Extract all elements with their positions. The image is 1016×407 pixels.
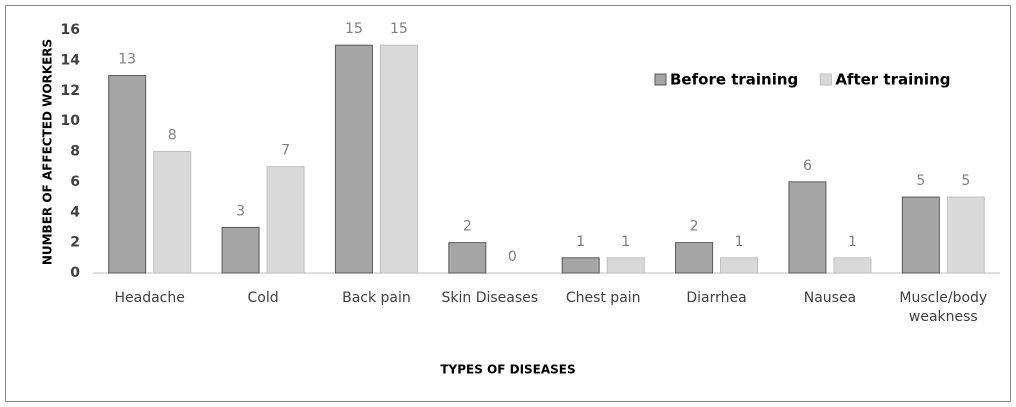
y-tick-label: 12 [61,83,80,99]
bar [108,75,147,274]
x-tick-label: Chest pain [566,290,641,306]
legend-swatch [654,73,667,86]
data-label: 1 [735,234,744,250]
x-tick-line: Muscle/body [899,290,987,306]
legend-label: After training [835,71,950,89]
bar [379,44,418,274]
x-tick-line: weakness [909,309,978,325]
x-tick-label: Headache [115,290,185,306]
data-label: 5 [961,173,970,189]
data-label: 1 [576,234,585,250]
bar [901,196,940,274]
y-tick-label: 8 [70,144,80,160]
x-tick-label: Back pain [342,290,411,306]
data-label: 0 [508,249,517,265]
bar [720,257,759,274]
bar [334,44,373,274]
data-label: 1 [848,234,857,250]
bar [561,257,600,274]
bar [946,196,985,274]
bar [153,151,192,274]
data-label: 15 [390,21,408,37]
bar [606,257,645,274]
x-tick-label: Nausea [804,290,856,306]
bar [448,242,487,274]
y-tick-label: 10 [61,113,81,129]
bar [221,226,260,274]
data-label: 2 [690,219,699,235]
x-tick-label: Muscle/body weakness [899,290,987,325]
x-tick-label: Diarrhea [686,290,746,306]
data-label: 6 [803,158,812,174]
data-label: 13 [118,52,136,68]
bar [788,181,827,274]
data-label: 1 [621,234,630,250]
data-label: 3 [236,203,245,219]
data-label: 5 [916,173,925,189]
data-label: 15 [345,21,363,37]
bar [266,166,305,274]
data-label: 2 [463,219,472,235]
bar [675,242,714,274]
y-tick-label: 2 [70,235,80,251]
y-tick-label: 14 [61,52,81,68]
x-axis-label: TYPES OF DISEASES [440,363,575,377]
data-label: 7 [281,143,290,159]
y-tick-label: 6 [70,174,80,190]
x-tick-label: Cold [248,290,279,306]
legend-label: Before training [670,71,798,89]
data-label: 8 [168,128,177,144]
y-tick-label: 16 [61,22,80,38]
y-axis-label: NUMBER OF AFFECTED WORKERS [41,39,55,265]
y-tick-label: 4 [70,204,80,220]
bar [833,257,872,274]
y-tick-label: 0 [70,265,80,281]
legend-swatch [819,73,832,86]
x-tick-label: Skin Diseases [442,290,539,306]
